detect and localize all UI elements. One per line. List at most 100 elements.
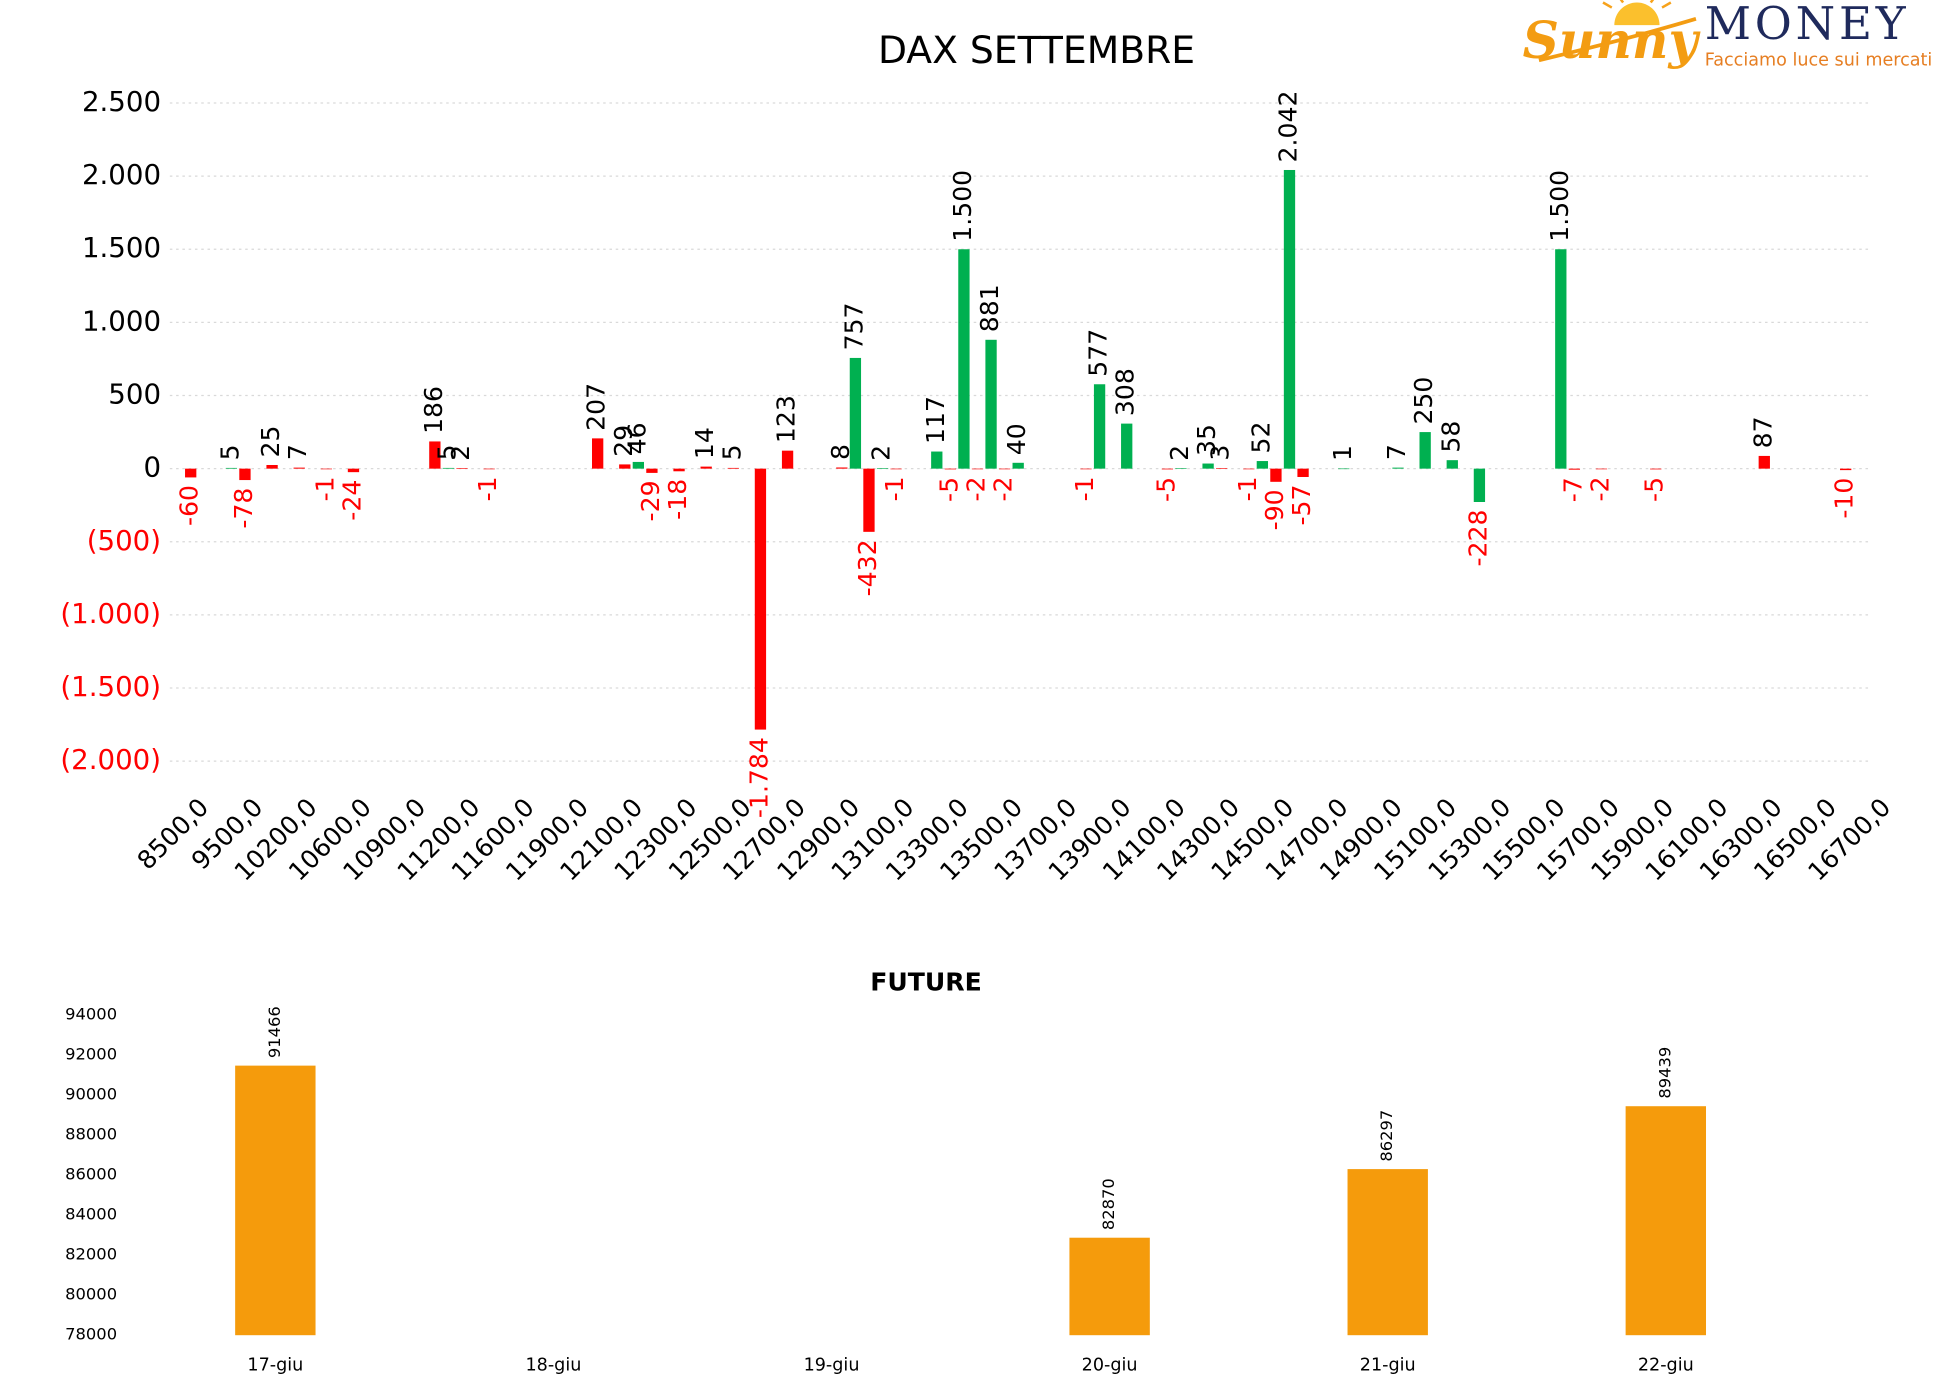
data-label: -1.784	[744, 737, 773, 818]
bar	[1446, 460, 1458, 469]
bar	[1650, 468, 1662, 470]
y-tick-label: 2.500	[82, 85, 161, 118]
x-tick-label: 18-giu	[525, 1355, 581, 1375]
bar	[673, 468, 685, 472]
data-label: 40	[1002, 423, 1031, 455]
bar	[1256, 461, 1269, 469]
data-label: 7	[1382, 444, 1411, 460]
bar	[781, 450, 794, 469]
bar	[442, 467, 455, 469]
x-tick-label: 17-giu	[247, 1355, 303, 1375]
data-label: -5	[1640, 477, 1669, 502]
x-tick-label: 22-giu	[1638, 1355, 1694, 1375]
bar	[700, 466, 712, 469]
bar	[1419, 432, 1431, 469]
data-label: -1	[473, 476, 502, 501]
y-tick-label: 82000	[65, 1245, 117, 1264]
data-label: 1	[1328, 445, 1357, 461]
bar	[185, 468, 197, 478]
data-label: 308	[1111, 368, 1140, 416]
bar	[429, 441, 441, 469]
x-tick-label: 19-giu	[804, 1355, 860, 1375]
data-label: 250	[1409, 377, 1438, 425]
bar	[1473, 468, 1486, 502]
data-label: 2.042	[1273, 91, 1302, 163]
data-label: 58	[1436, 421, 1465, 453]
y-tick-label: 1.000	[82, 304, 161, 337]
bar	[998, 468, 1011, 470]
x-tick-label: 21-giu	[1360, 1355, 1416, 1375]
bar	[849, 357, 862, 469]
data-label: 186	[419, 386, 448, 434]
bar	[1347, 1169, 1428, 1336]
bar	[1012, 462, 1024, 469]
data-label: -57	[1287, 485, 1316, 526]
bar	[1283, 169, 1296, 469]
bar	[1625, 1106, 1707, 1336]
y-tick-label: 80000	[65, 1285, 117, 1304]
bar	[754, 468, 767, 730]
y-tick-label: 90000	[65, 1084, 117, 1103]
bar	[1121, 423, 1133, 469]
data-label: 25	[256, 426, 285, 458]
data-label: -7	[1558, 477, 1587, 502]
bar	[836, 467, 848, 469]
data-label: 87	[1748, 416, 1777, 448]
data-label: -10	[1830, 478, 1859, 519]
bar	[483, 468, 495, 470]
data-label: 1.500	[1545, 170, 1574, 242]
data-label: 82870	[1099, 1178, 1118, 1230]
data-label: 52	[1246, 422, 1275, 454]
data-label: -60	[175, 485, 204, 526]
bar	[944, 468, 957, 470]
data-label: -1	[1233, 476, 1262, 501]
y-tick-label: 0	[143, 451, 161, 484]
bar	[1568, 468, 1581, 470]
bar	[876, 468, 889, 469]
data-label: 5	[717, 444, 746, 460]
bar	[1392, 467, 1404, 469]
y-tick-label: (1.000)	[60, 597, 161, 630]
bar	[456, 468, 468, 469]
data-label: -2	[989, 476, 1018, 501]
logo: Sunny MONEY Facciamo luce sui mercati	[1523, 0, 1932, 70]
bar	[320, 468, 332, 470]
x-tick-label: 20-giu	[1082, 1355, 1138, 1375]
data-label: 1.500	[948, 170, 977, 242]
bar	[1080, 468, 1092, 470]
bar	[235, 1065, 316, 1336]
data-label: 89439	[1655, 1047, 1674, 1099]
bar	[1555, 249, 1567, 469]
data-label: -24	[337, 480, 366, 521]
bar	[1243, 468, 1255, 470]
data-label: 123	[772, 395, 801, 443]
bar	[931, 451, 943, 469]
chart-title: FUTURE	[870, 967, 982, 996]
data-label: 881	[975, 284, 1004, 332]
bar	[985, 339, 997, 469]
bar	[347, 468, 360, 473]
data-label: 3	[1206, 445, 1235, 461]
bar	[1175, 468, 1187, 469]
y-tick-label: 2.000	[82, 158, 161, 191]
bar	[239, 468, 251, 481]
data-label: 5	[432, 444, 461, 460]
data-label: 117	[921, 396, 950, 444]
bar	[619, 464, 631, 469]
data-label: 14	[690, 427, 719, 459]
data-label: -1	[1070, 476, 1099, 501]
data-label: 8	[826, 444, 855, 460]
data-label: 2	[1165, 445, 1194, 461]
data-label: -78	[229, 488, 258, 529]
data-label: 5	[215, 444, 244, 460]
y-tick-label: 88000	[65, 1125, 117, 1144]
data-label: -5	[934, 477, 963, 502]
bar	[863, 468, 875, 532]
y-tick-label: (500)	[87, 524, 161, 557]
y-tick-label: 500	[108, 378, 161, 411]
data-label: -29	[636, 480, 665, 521]
data-label: 46	[622, 422, 651, 454]
y-tick-label: 1.500	[82, 231, 161, 264]
y-tick-label: 94000	[65, 1004, 117, 1023]
